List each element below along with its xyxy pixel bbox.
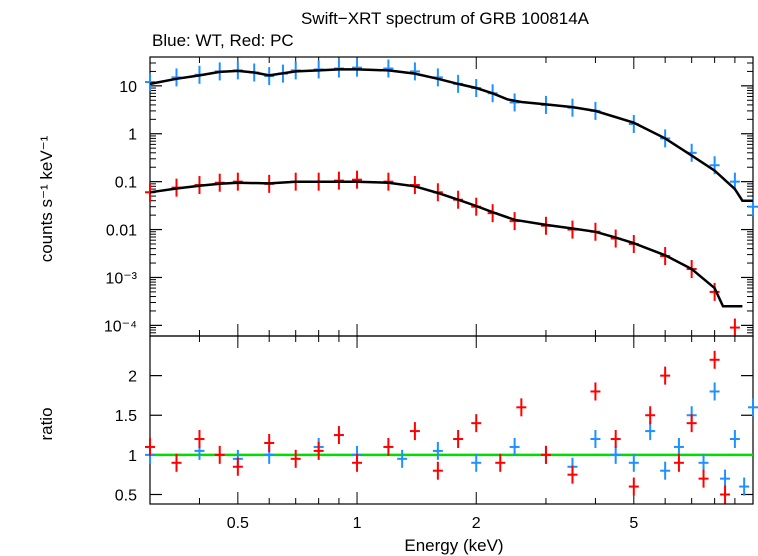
chart-title: Swift−XRT spectrum of GRB 100814A [301,9,590,28]
model-line [149,68,753,202]
chart-subtitle: Blue: WT, Red: PC [152,31,294,50]
y-tick-label: 2 [128,369,137,386]
y-axis-label-spectrum: counts s⁻¹ keV⁻¹ [37,135,56,262]
y-tick-label: 0.1 [115,175,137,192]
model-line [149,180,743,308]
y-tick-label: 10 [119,79,137,96]
x-tick-label: 2 [472,515,481,532]
x-axis-label: Energy (keV) [404,536,503,555]
ratio-panel: 0.5 1 1.5 2 0.5 1 2 5 [115,335,758,532]
y-tick-label: 0.01 [106,223,137,240]
spectrum-panel: 10 1 0.1 0.01 10⁻³ 10⁻⁴ [104,56,758,337]
y-tick-label: 10⁻⁴ [104,318,137,335]
y-tick-label: 1.5 [115,408,137,425]
x-tick-label: 5 [629,515,638,532]
y-tick-label: 0.5 [115,487,137,504]
y-tick-label: 1 [128,127,137,144]
y-axis-label-ratio: ratio [37,407,56,440]
y-tick-label: 10⁻³ [105,270,137,287]
x-tick-label: 0.5 [227,515,249,532]
plot-frame [149,335,754,505]
x-tick-label: 1 [353,515,362,532]
y-tick-label: 1 [128,448,137,465]
